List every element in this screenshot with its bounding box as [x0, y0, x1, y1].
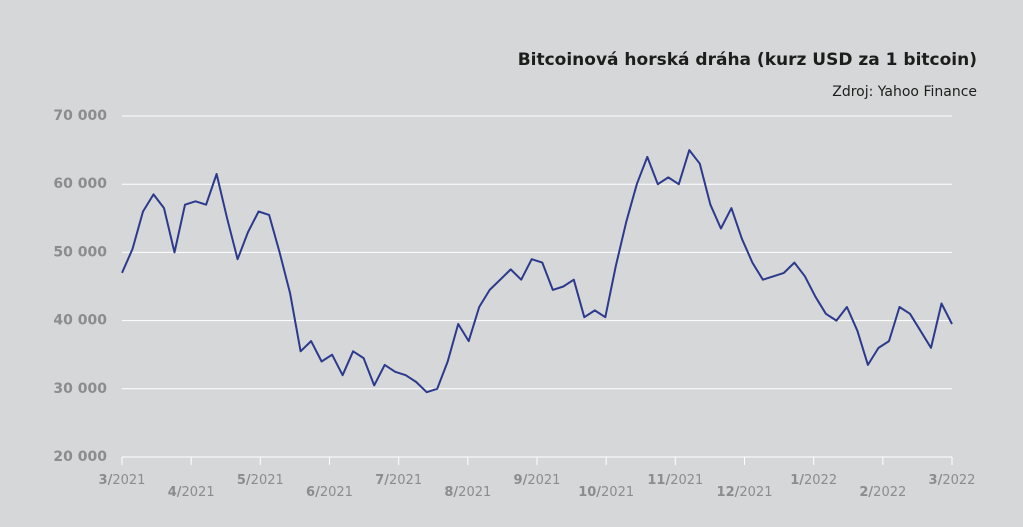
y-tick-label: 50 000 [53, 244, 107, 260]
y-tick-label: 70 000 [53, 108, 107, 124]
x-tick-label: 6/2021 [306, 485, 353, 500]
x-tick-label: 2/2022 [859, 485, 906, 500]
x-tick-label: 10/2021 [578, 485, 634, 500]
y-tick-label: 60 000 [53, 176, 107, 192]
x-tick-label: 5/2021 [237, 473, 284, 488]
x-tick-label: 3/2022 [929, 473, 976, 488]
x-tick-label: 12/2021 [717, 485, 773, 500]
x-tick-label: 3/2021 [99, 473, 146, 488]
chart-subtitle: Zdroj: Yahoo Finance [832, 84, 977, 100]
y-tick-label: 30 000 [53, 381, 107, 397]
x-tick-label: 8/2021 [444, 485, 491, 500]
y-tick-label: 20 000 [53, 449, 107, 465]
chart-title: Bitcoinová horská dráha (kurz USD za 1 b… [518, 50, 977, 70]
x-tick-label: 4/2021 [168, 485, 215, 500]
y-tick-label: 40 000 [53, 313, 107, 329]
x-tick-label: 11/2021 [647, 473, 703, 488]
price-line [121, 149, 953, 394]
x-tick-label: 1/2022 [790, 473, 837, 488]
x-tick-label: 7/2021 [375, 473, 422, 488]
x-tick-label: 9/2021 [514, 473, 561, 488]
